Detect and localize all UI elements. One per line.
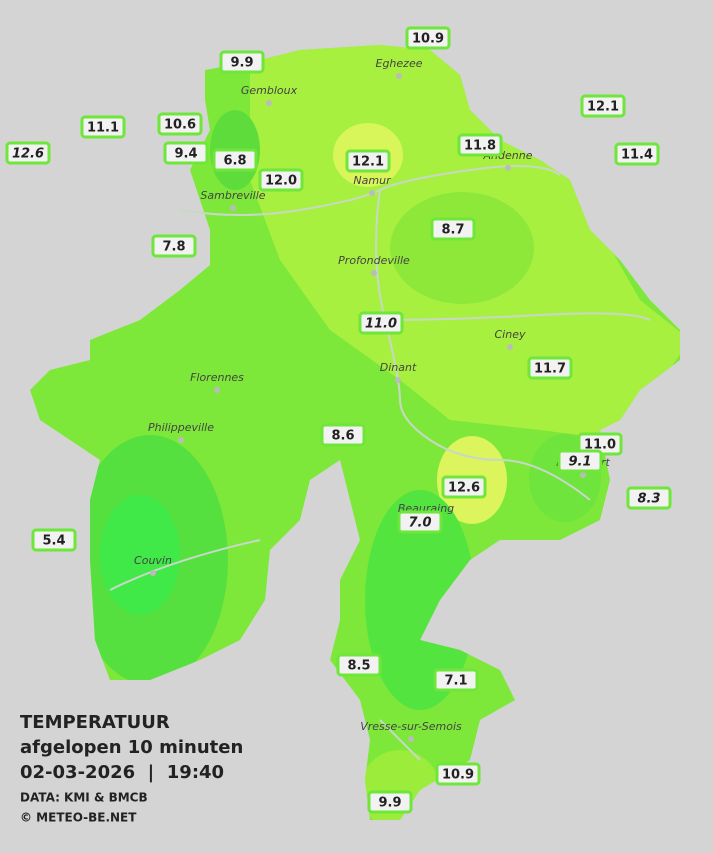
title: TEMPERATUUR — [20, 712, 170, 733]
city-label: Ciney — [495, 328, 526, 341]
station-box — [212, 148, 258, 172]
credit: DATA: KMI & BMCB — [20, 791, 148, 805]
station-box — [219, 50, 265, 74]
station-value: 6.8 — [223, 154, 246, 169]
city-dot — [178, 437, 184, 443]
city-dot — [408, 736, 414, 742]
city-label: Gembloux — [241, 84, 298, 97]
station-value: 11.7 — [534, 362, 566, 377]
city-label: Profondeville — [338, 254, 410, 267]
station-value: 8.3 — [637, 492, 660, 507]
station-box — [433, 668, 479, 692]
station-value: 8.6 — [331, 429, 354, 444]
station-value: 8.5 — [347, 659, 370, 674]
rivers — [109, 165, 651, 761]
station-value: 11.1 — [87, 121, 119, 136]
city-dot — [230, 205, 236, 211]
station-value: 10.9 — [442, 768, 474, 783]
city-dot — [150, 570, 156, 576]
station-box — [31, 528, 77, 552]
station-value: 11.0 — [365, 317, 397, 332]
station-value: 9.1 — [568, 455, 591, 470]
station-value: 11.4 — [621, 148, 653, 163]
city-label: Philippeville — [148, 421, 214, 434]
station-value: 11.8 — [464, 139, 496, 154]
city-label: Sambreville — [200, 189, 265, 202]
station-value: 8.7 — [441, 223, 464, 238]
station-box — [358, 311, 404, 335]
city-label: Couvin — [134, 554, 172, 567]
station-box — [367, 790, 413, 814]
city-dot — [266, 100, 272, 106]
city-dot — [580, 472, 586, 478]
station-value: 9.4 — [174, 147, 197, 162]
station-value: 12.6 — [448, 481, 480, 496]
station-value: 7.8 — [162, 240, 185, 255]
city-dot — [396, 73, 402, 79]
city-label: Namur — [353, 174, 392, 187]
station-value: 7.1 — [444, 674, 467, 689]
station-value: 9.9 — [230, 56, 253, 71]
timestamp: 02-03-2026 | 19:40 — [20, 762, 224, 783]
station-value: 12.0 — [265, 174, 297, 189]
station-box — [527, 356, 573, 380]
station-value: 9.9 — [378, 796, 401, 811]
city-dot — [507, 344, 513, 350]
city-label: Florennes — [190, 371, 244, 384]
credit: © METEO-BE.NET — [20, 811, 137, 825]
station-box — [151, 234, 197, 258]
station-box — [441, 475, 487, 499]
station-box — [435, 762, 481, 786]
city-dot — [395, 377, 401, 383]
station-box — [626, 486, 672, 510]
station-value: 10.6 — [164, 118, 196, 133]
station-value: 10.9 — [412, 32, 444, 47]
city-dot — [214, 387, 220, 393]
station-box — [80, 115, 126, 139]
station-box — [457, 133, 503, 157]
station-box — [163, 141, 209, 165]
city-label: Dinant — [380, 361, 417, 374]
city-label: Vresse-sur-Semois — [360, 720, 462, 733]
station-box — [320, 423, 366, 447]
station-box — [345, 149, 391, 173]
city-dot — [371, 270, 377, 276]
station-box — [336, 653, 382, 677]
station-value: 7.0 — [408, 516, 431, 531]
station-box — [430, 217, 476, 241]
station-box — [557, 449, 603, 473]
station-box — [614, 142, 660, 166]
city-dot — [369, 190, 375, 196]
station-value: 11.0 — [584, 438, 616, 453]
station-box — [258, 168, 304, 192]
station-value: 12.1 — [587, 100, 619, 115]
station-value: 5.4 — [42, 534, 65, 549]
station-box — [5, 141, 51, 165]
city-dot — [505, 165, 511, 171]
station-value: 12.1 — [352, 155, 384, 170]
station-box — [580, 94, 626, 118]
subtitle: afgelopen 10 minuten — [20, 737, 243, 758]
city-label: Eghezee — [376, 57, 423, 70]
station-box — [397, 510, 443, 534]
station-value: 12.6 — [12, 147, 44, 162]
station-box — [157, 112, 203, 136]
station-box — [405, 26, 451, 50]
